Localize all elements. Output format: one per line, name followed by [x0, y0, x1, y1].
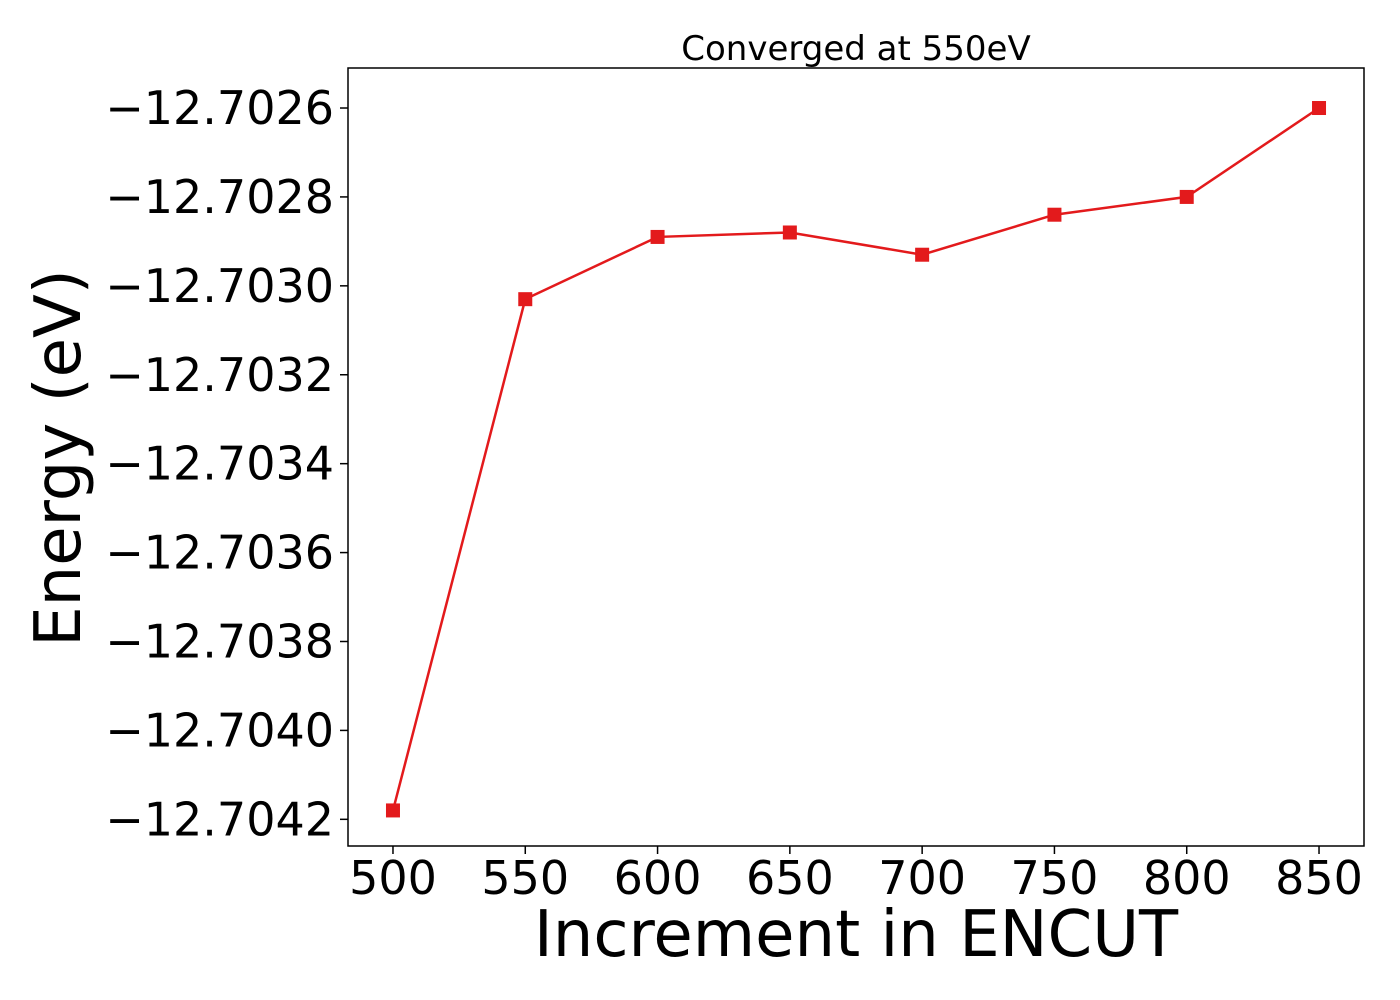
y-tick-label: −12.7038 [105, 614, 334, 668]
x-axis: 500 550 600 650 700 750 800 850 [349, 846, 1363, 905]
y-axis: −12.7042 −12.7040 −12.7038 −12.7036 −12.7034… [105, 81, 348, 846]
data-point [782, 225, 797, 240]
x-axis-label: Increment in ENCUT [534, 898, 1179, 972]
x-tick-label: 700 [878, 851, 966, 905]
y-tick-label: −12.7030 [105, 259, 334, 313]
y-tick-label: −12.7036 [105, 526, 334, 580]
y-tick-label: −12.7028 [105, 170, 334, 224]
y-tick-label: −12.7034 [105, 437, 334, 491]
data-point [518, 292, 533, 307]
data-point [385, 803, 400, 818]
x-tick-label: 850 [1275, 851, 1363, 905]
x-tick-label: 650 [746, 851, 834, 905]
x-tick-label: 500 [349, 851, 437, 905]
data-point [915, 247, 930, 262]
series-line [391, 106, 1320, 811]
x-tick-label: 800 [1143, 851, 1231, 905]
data-point [1047, 207, 1062, 222]
x-tick-label: 750 [1011, 851, 1099, 905]
y-tick-label: −12.7040 [105, 703, 334, 757]
data-point [1312, 101, 1327, 116]
x-tick-label: 600 [614, 851, 702, 905]
y-axis-label: Energy (eV) [22, 269, 96, 647]
chart-title: Converged at 550eV [681, 29, 1030, 69]
data-point [1179, 189, 1194, 204]
data-series [385, 101, 1327, 818]
plot-area [347, 67, 1365, 847]
x-tick-label: 550 [481, 851, 569, 905]
data-point [650, 229, 665, 244]
y-tick-label: −12.7026 [105, 81, 334, 135]
y-tick-label: −12.7032 [105, 348, 334, 402]
y-tick-label: −12.7042 [105, 792, 334, 846]
